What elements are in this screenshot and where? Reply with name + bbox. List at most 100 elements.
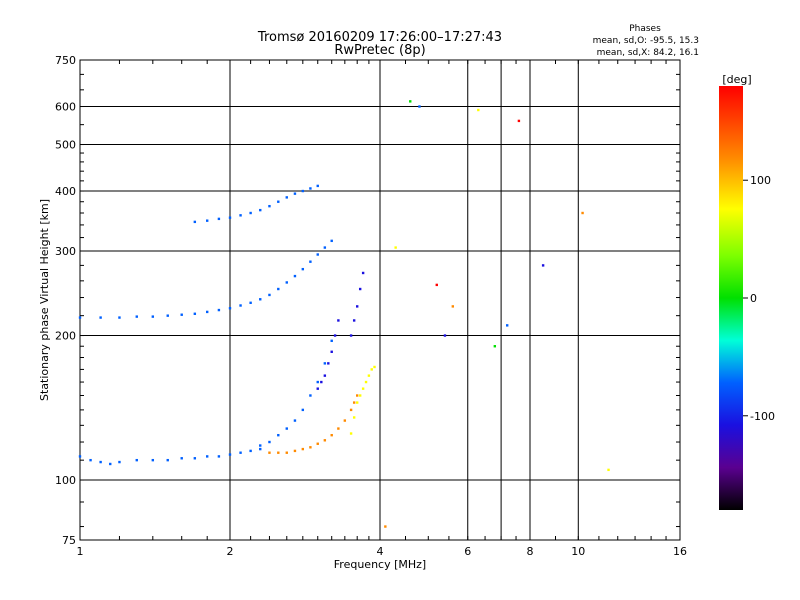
data-point (217, 217, 221, 221)
data-point (239, 304, 242, 307)
data-point (228, 216, 232, 219)
chart-subtitle: RwPretec (8p) (334, 43, 425, 58)
data-point (259, 298, 262, 301)
data-point (239, 214, 242, 217)
x-axis-label: Frequency [MHz] (334, 558, 426, 571)
x-tick-label: 6 (464, 545, 471, 558)
data-point (166, 314, 169, 317)
y-tick-label: 600 (55, 101, 76, 114)
data-point (443, 334, 447, 337)
data-point (78, 455, 82, 458)
data-point (193, 457, 197, 460)
data-point (301, 189, 305, 193)
x-tick-label: 10 (571, 545, 585, 558)
data-point (78, 316, 82, 319)
plot-area: 1 2 4 6 8 10 16 75 100 200 300 400 500 600 750 (55, 54, 687, 558)
data-point (228, 307, 232, 310)
colorbar-gradient (719, 86, 743, 510)
data-point (259, 447, 262, 451)
data-point (541, 264, 545, 267)
data-point (166, 458, 169, 462)
data-point (151, 315, 155, 318)
colorbar-tick-label: 0 (750, 292, 757, 305)
data-point (249, 449, 252, 453)
data-point (301, 408, 305, 412)
data-point (316, 442, 319, 445)
data-point (323, 362, 327, 365)
data-points (78, 100, 610, 528)
x-axis-ticks: 1 2 4 6 8 10 16 (77, 60, 687, 558)
data-point (352, 401, 356, 404)
data-point (268, 204, 271, 208)
data-point (607, 468, 610, 472)
data-point (193, 312, 197, 315)
y-tick-label: 100 (55, 474, 76, 487)
data-point (118, 460, 121, 464)
data-point (477, 108, 480, 112)
data-point (309, 260, 312, 263)
data-point (409, 100, 412, 103)
data-point (180, 313, 183, 316)
y-tick-label: 200 (55, 330, 76, 343)
grid (80, 60, 680, 540)
data-point (151, 458, 155, 462)
data-point (316, 253, 319, 256)
data-point (352, 319, 356, 322)
data-point (320, 380, 323, 384)
x-tick-label: 16 (673, 545, 687, 558)
data-point (355, 305, 359, 308)
data-point (268, 293, 271, 297)
data-point (330, 239, 333, 243)
data-point (505, 324, 509, 327)
data-point (394, 246, 397, 249)
data-point (277, 200, 280, 203)
data-point (358, 287, 362, 291)
data-point (135, 458, 138, 462)
data-point (228, 453, 232, 456)
data-point (249, 211, 252, 215)
data-point (268, 440, 271, 444)
colorbar-tick-label: 100 (750, 174, 771, 187)
data-point (384, 525, 387, 528)
data-point (205, 455, 209, 458)
x-tick-label: 4 (377, 545, 384, 558)
data-point (293, 449, 297, 453)
data-point (205, 310, 209, 314)
data-point (277, 451, 280, 454)
phases-x-stats: mean, sd,X: 84.2, 16.1 (597, 48, 699, 58)
data-point (355, 394, 359, 397)
data-point (293, 419, 297, 422)
data-point (337, 319, 340, 322)
phases-title: Phases (629, 24, 661, 34)
data-point (358, 394, 362, 397)
data-point (239, 451, 242, 454)
data-point (301, 267, 305, 271)
data-point (259, 444, 262, 447)
data-point (285, 196, 288, 199)
data-point (323, 246, 327, 249)
data-point (285, 451, 288, 454)
y-tick-label: 500 (55, 139, 76, 152)
y-tick-label: 400 (55, 185, 76, 198)
data-point (135, 315, 138, 318)
data-point (180, 457, 183, 460)
data-point (370, 368, 373, 371)
chart-title: Tromsø 20160209 17:26:00–17:27:43 (257, 30, 502, 45)
data-point (333, 334, 337, 337)
data-point (293, 192, 297, 195)
colorbar: [deg] 100 0 -100 (719, 73, 775, 510)
x-tick-label: 8 (527, 545, 534, 558)
data-point (330, 350, 333, 353)
data-point (316, 380, 319, 384)
data-point (349, 432, 353, 435)
data-point (349, 408, 353, 412)
phases-o-stats: mean, sd,O: -95.5, 15.3 (593, 36, 699, 46)
data-point (285, 427, 288, 430)
colorbar-ticks: 100 0 -100 (743, 174, 775, 423)
data-point (349, 334, 353, 337)
data-point (343, 419, 347, 422)
data-point (355, 401, 359, 404)
data-point (99, 316, 102, 319)
data-point (581, 211, 584, 215)
data-point (517, 119, 521, 123)
